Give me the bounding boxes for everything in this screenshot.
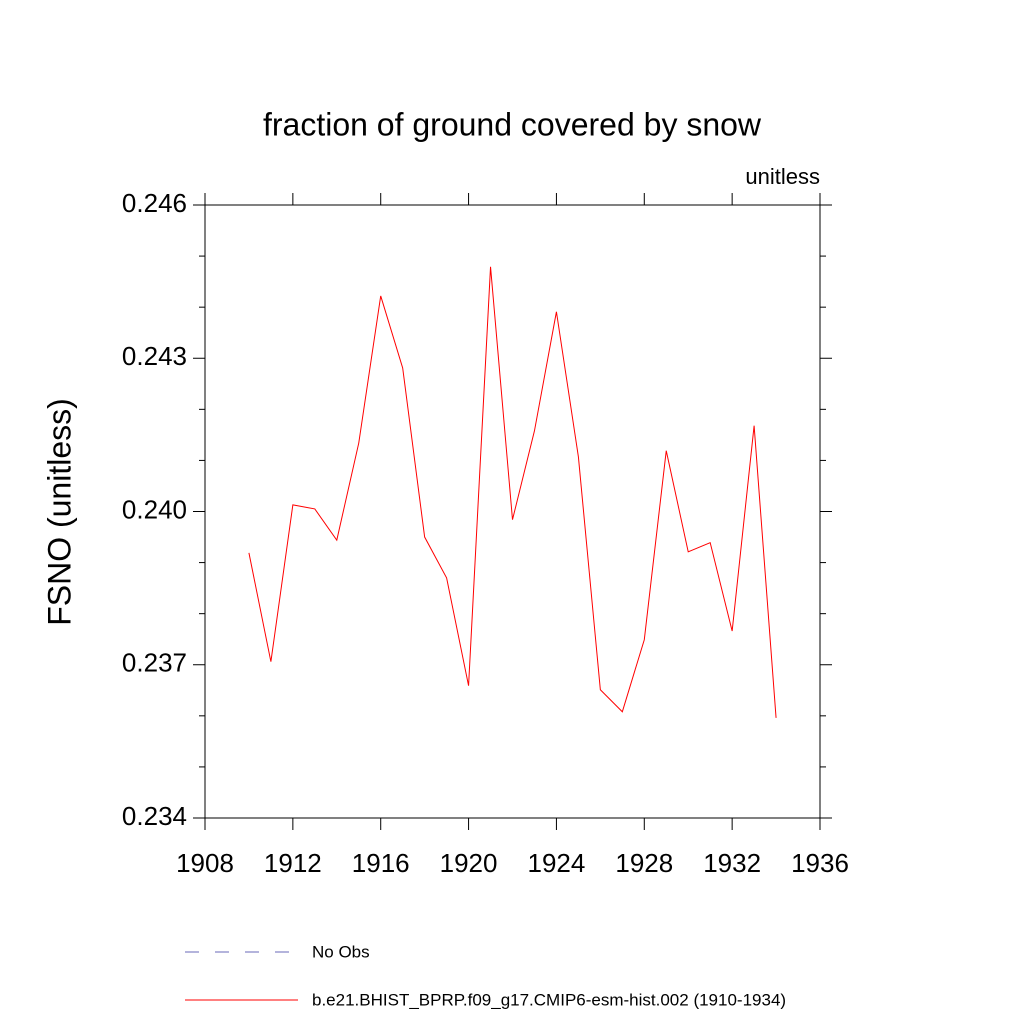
x-tick-label: 1928 [615,848,673,878]
chart-title: fraction of ground covered by snow [263,106,762,142]
y-tick-label: 0.243 [122,341,187,371]
x-tick-label: 1920 [440,848,498,878]
y-tick-label: 0.237 [122,648,187,678]
x-tick-label: 1908 [176,848,234,878]
legend-label: b.e21.BHIST_BPRP.f09_g17.CMIP6-esm-hist.… [312,990,786,1009]
y-tick-label: 0.246 [122,188,187,218]
y-axis-label: FSNO (unitless) [41,398,77,626]
subtitle: unitless [745,164,820,189]
series-line [248,266,777,718]
x-tick-label: 1924 [528,848,586,878]
legend-label: No Obs [312,942,370,961]
x-tick-label: 1932 [703,848,761,878]
y-tick-label: 0.240 [122,494,187,524]
x-tick-label: 1936 [791,848,849,878]
plot-frame [204,204,821,819]
x-tick-label: 1916 [352,848,410,878]
y-tick-label: 0.234 [122,801,187,831]
x-tick-label: 1912 [264,848,322,878]
